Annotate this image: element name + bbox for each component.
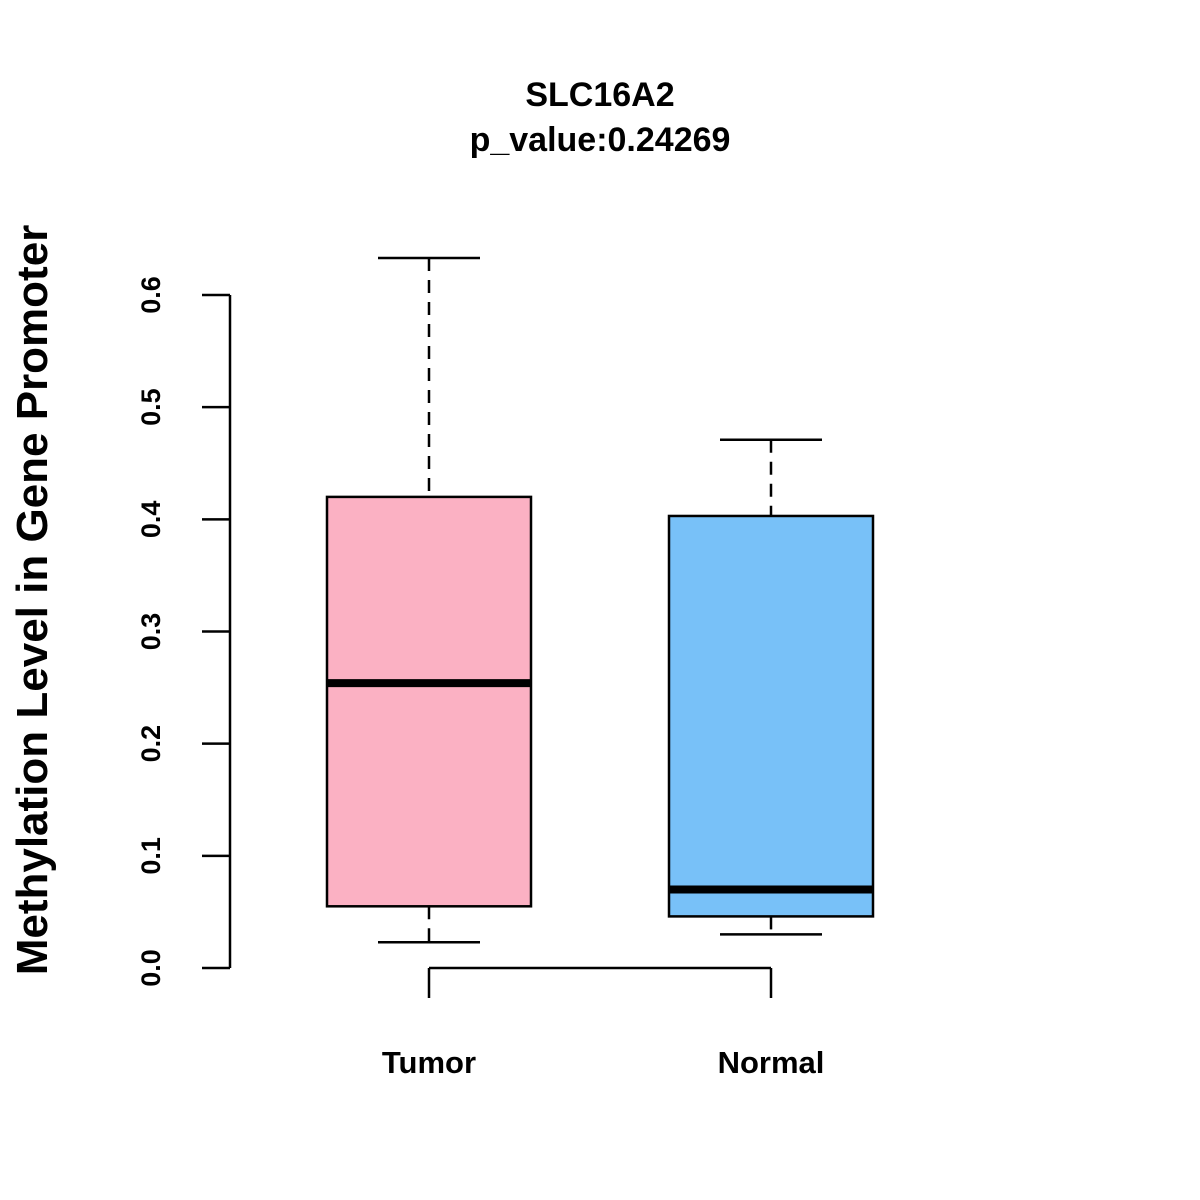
chart-subtitle: p_value:0.24269 bbox=[470, 121, 731, 159]
y-axis-label: Methylation Level in Gene Promoter bbox=[8, 225, 57, 976]
box-normal bbox=[667, 438, 875, 936]
x-axis-ticks: Tumor Normal bbox=[382, 968, 824, 1080]
y-tick-label: 0.5 bbox=[136, 388, 166, 426]
y-tick-label: 0.6 bbox=[136, 276, 166, 314]
y-tick-label: 0.4 bbox=[136, 501, 166, 539]
boxes-layer bbox=[325, 256, 875, 944]
box-iqr bbox=[325, 495, 533, 908]
x-tick-label: Normal bbox=[718, 1045, 825, 1080]
y-tick-label: 0.0 bbox=[136, 949, 166, 987]
x-tick-label: Tumor bbox=[382, 1045, 476, 1080]
y-tick-label: 0.3 bbox=[136, 613, 166, 651]
y-axis-ticks: 0.0 0.1 0.2 0.3 0.4 0.5 0.6 bbox=[136, 276, 230, 987]
chart-title: SLC16A2 bbox=[525, 76, 674, 114]
y-tick-label: 0.2 bbox=[136, 725, 166, 763]
y-tick-label: 0.1 bbox=[136, 837, 166, 875]
box-tumor bbox=[325, 256, 533, 944]
box-iqr bbox=[667, 514, 875, 918]
